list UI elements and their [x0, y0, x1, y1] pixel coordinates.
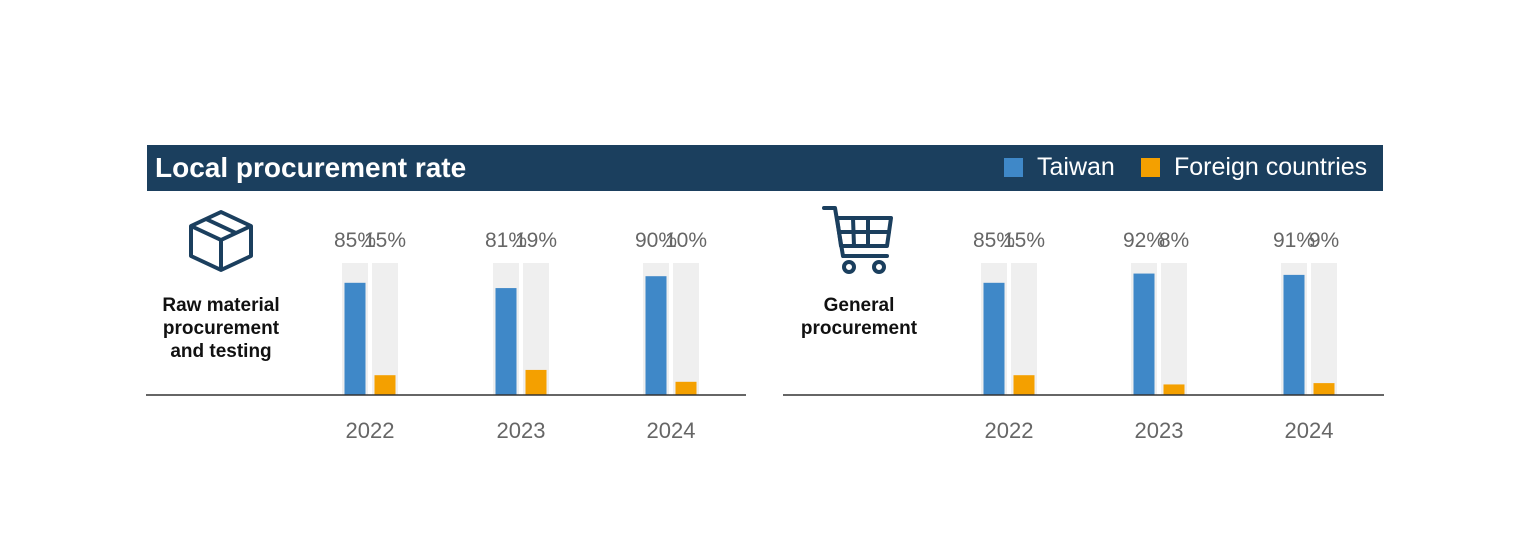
bar-foreign — [1013, 375, 1035, 395]
section-label-line: General — [823, 295, 895, 316]
year-tick-label: 2024 — [647, 418, 696, 443]
section-label-line: and testing — [170, 341, 272, 362]
bar-foreign — [675, 381, 697, 395]
legend-label-taiwan: Taiwan — [1037, 153, 1115, 181]
legend-item-taiwan: Taiwan — [1004, 153, 1115, 182]
chart-title: Local procurement rate — [155, 152, 467, 183]
bar-track — [1161, 263, 1187, 395]
bar-foreign — [374, 375, 396, 395]
legend-label-foreign: Foreign countries — [1174, 153, 1368, 181]
year-tick-label: 2024 — [1285, 418, 1334, 443]
legend-swatch-taiwan — [1004, 158, 1023, 177]
section-label-line: Raw material — [162, 295, 280, 316]
shopping-cart-icon — [821, 204, 897, 281]
year-tick-label: 2023 — [497, 418, 546, 443]
bar-foreign — [525, 369, 547, 395]
bar-taiwan — [1133, 273, 1155, 395]
bar-track — [1011, 263, 1037, 395]
bar-track — [673, 263, 699, 395]
year-tick-label: 2022 — [346, 418, 395, 443]
bar-taiwan — [1283, 274, 1305, 395]
year-tick-label: 2022 — [985, 418, 1034, 443]
bar-foreign — [1163, 384, 1185, 395]
value-label: 81% — [485, 229, 527, 252]
value-label: 19% — [515, 229, 557, 252]
value-label: 10% — [665, 229, 707, 252]
header-bar: Local procurement rate Taiwan Foreign co… — [147, 145, 1383, 191]
value-label: 8% — [1159, 229, 1189, 252]
bar-taiwan — [983, 282, 1005, 395]
section-label-general: General procurement — [778, 294, 940, 340]
year-tick-label: 2023 — [1135, 418, 1184, 443]
bar-taiwan — [495, 288, 517, 395]
section-label-line: procurement — [162, 318, 280, 339]
bar-taiwan — [645, 276, 667, 395]
section-label-line: procurement — [800, 318, 918, 339]
value-label: 90% — [635, 229, 677, 252]
value-label: 85% — [973, 229, 1015, 252]
section-label-raw-material: Raw material procurement and testing — [140, 294, 302, 363]
bar-taiwan — [344, 282, 366, 395]
value-label: 85% — [334, 229, 376, 252]
bar-track — [1311, 263, 1337, 395]
value-label: 92% — [1123, 229, 1165, 252]
bar-track — [372, 263, 398, 395]
box-icon — [186, 208, 256, 279]
bar-foreign — [1313, 383, 1335, 395]
value-label: 91% — [1273, 229, 1315, 252]
value-label: 9% — [1309, 229, 1339, 252]
legend-item-foreign: Foreign countries — [1141, 153, 1367, 182]
value-label: 15% — [1003, 229, 1045, 252]
legend-swatch-foreign — [1141, 158, 1160, 177]
value-label: 15% — [364, 229, 406, 252]
